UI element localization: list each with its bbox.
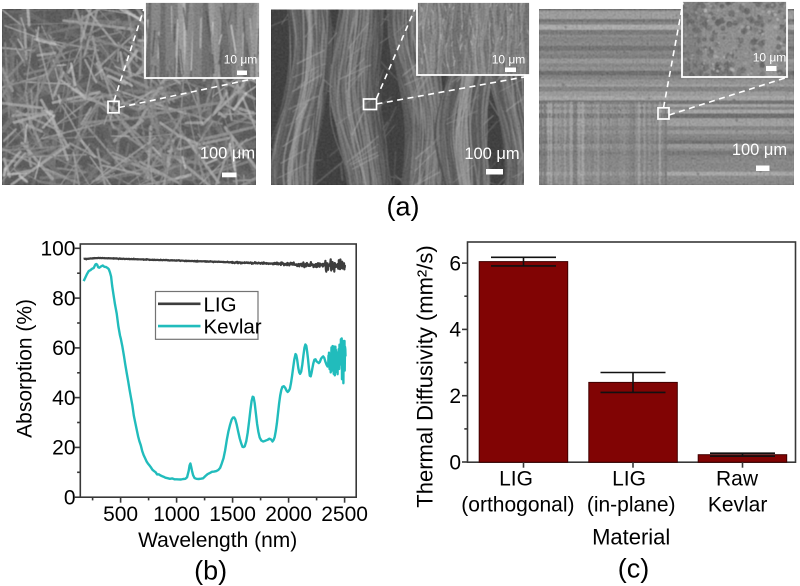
svg-text:2000: 2000 <box>265 503 312 526</box>
svg-text:4: 4 <box>449 319 461 342</box>
svg-text:LIG: LIG <box>612 468 646 491</box>
svg-text:500: 500 <box>103 503 138 526</box>
svg-text:LIG: LIG <box>499 468 533 491</box>
svg-text:Thermal Diffusivity (mm²/s): Thermal Diffusivity (mm²/s) <box>413 245 438 507</box>
svg-text:0: 0 <box>449 451 461 474</box>
svg-text:2: 2 <box>449 385 461 408</box>
svg-text:10 μm: 10 μm <box>492 53 526 67</box>
svg-text:100 μm: 100 μm <box>464 145 519 163</box>
svg-text:0: 0 <box>64 487 76 510</box>
svg-text:Kevlar: Kevlar <box>708 494 768 517</box>
svg-text:20: 20 <box>52 437 75 460</box>
svg-text:Kevlar: Kevlar <box>204 316 262 339</box>
svg-text:1500: 1500 <box>209 503 256 526</box>
svg-text:1000: 1000 <box>153 503 200 526</box>
svg-text:Raw: Raw <box>716 468 759 491</box>
svg-text:2500: 2500 <box>321 503 368 526</box>
svg-text:(c): (c) <box>618 554 649 584</box>
svg-text:10 μm: 10 μm <box>753 51 787 65</box>
svg-text:(in-plane): (in-plane) <box>587 494 676 517</box>
svg-text:10 μm: 10 μm <box>224 53 258 67</box>
svg-text:Wavelength (nm): Wavelength (nm) <box>138 529 297 552</box>
svg-text:Absorption (%): Absorption (%) <box>14 299 37 438</box>
svg-text:40: 40 <box>52 387 75 410</box>
svg-text:80: 80 <box>52 287 75 310</box>
svg-text:60: 60 <box>52 337 75 360</box>
svg-text:(a): (a) <box>387 192 420 222</box>
svg-text:LIG: LIG <box>204 293 237 316</box>
svg-text:(orthogonal): (orthogonal) <box>461 494 574 517</box>
svg-text:6: 6 <box>449 252 461 275</box>
svg-text:100 μm: 100 μm <box>200 145 255 163</box>
svg-text:(b): (b) <box>194 556 227 586</box>
svg-text:100: 100 <box>40 238 75 261</box>
svg-text:Material: Material <box>592 525 670 550</box>
svg-text:100 μm: 100 μm <box>732 141 787 159</box>
